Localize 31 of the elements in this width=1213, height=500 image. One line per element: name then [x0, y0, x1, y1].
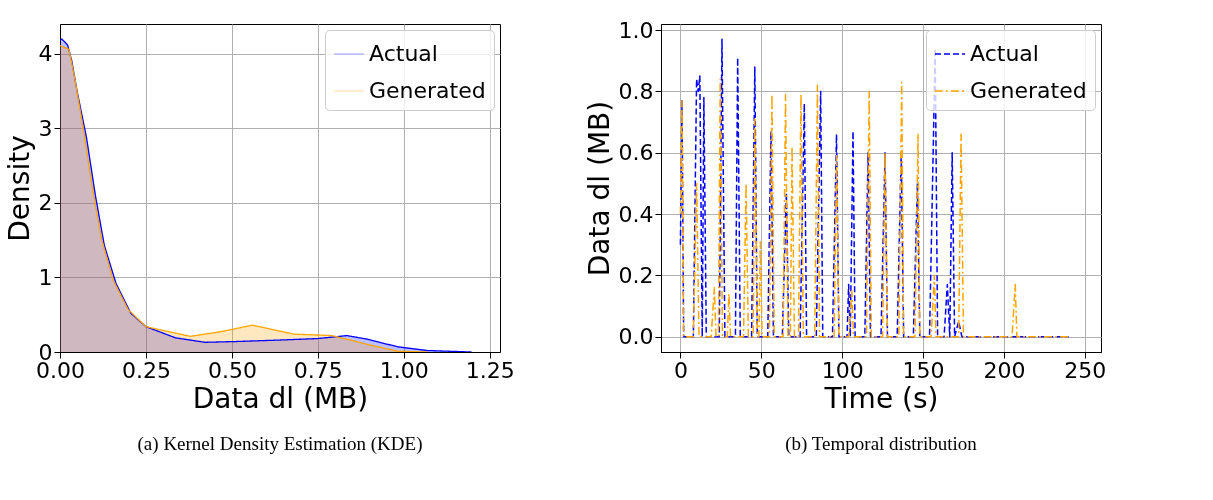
legend-label: Generated — [970, 78, 1087, 103]
y-tick-label: 0.4 — [618, 201, 654, 227]
y-tick-label: 0.0 — [618, 324, 654, 350]
x-tick-label: 100 — [821, 357, 864, 383]
y-tick-label: 0.2 — [618, 262, 654, 288]
y-tick-label: 2 — [38, 190, 53, 216]
y-tick-label: 4 — [38, 41, 53, 67]
x-tick-label: 0.25 — [121, 357, 171, 383]
legend-label: Actual — [970, 41, 1039, 66]
x-axis-title: Time (s) — [823, 381, 939, 415]
legend-label: Actual — [369, 41, 438, 66]
x-tick-label: 150 — [902, 357, 945, 383]
x-axis-title: Data dl (MB) — [192, 381, 369, 415]
y-axis-title: Density — [2, 135, 36, 242]
x-tick-label: 250 — [1064, 357, 1107, 383]
x-tick-label: 0.50 — [207, 357, 257, 383]
text: (a) Kernel Density Estimation (KDE) — [137, 433, 423, 455]
x-tick-label: 1.00 — [379, 357, 429, 383]
y-tick-label: 0.8 — [618, 78, 654, 104]
x-tick-label: 0 — [673, 357, 688, 383]
legend-label: Generated — [369, 78, 486, 103]
x-tick-label: 200 — [983, 357, 1026, 383]
x-tick-label: 1.25 — [465, 357, 515, 383]
x-tick-label: 0.75 — [293, 357, 343, 383]
y-axis-title: Data dl (MB) — [582, 100, 616, 277]
y-tick-label: 3 — [38, 115, 53, 141]
y-tick-label: 0.6 — [618, 140, 654, 166]
text: (b) Temporal distribution — [785, 433, 978, 455]
y-tick-label: 1 — [38, 264, 53, 290]
y-tick-label: 1.0 — [618, 17, 654, 43]
x-tick-label: 50 — [747, 357, 776, 383]
